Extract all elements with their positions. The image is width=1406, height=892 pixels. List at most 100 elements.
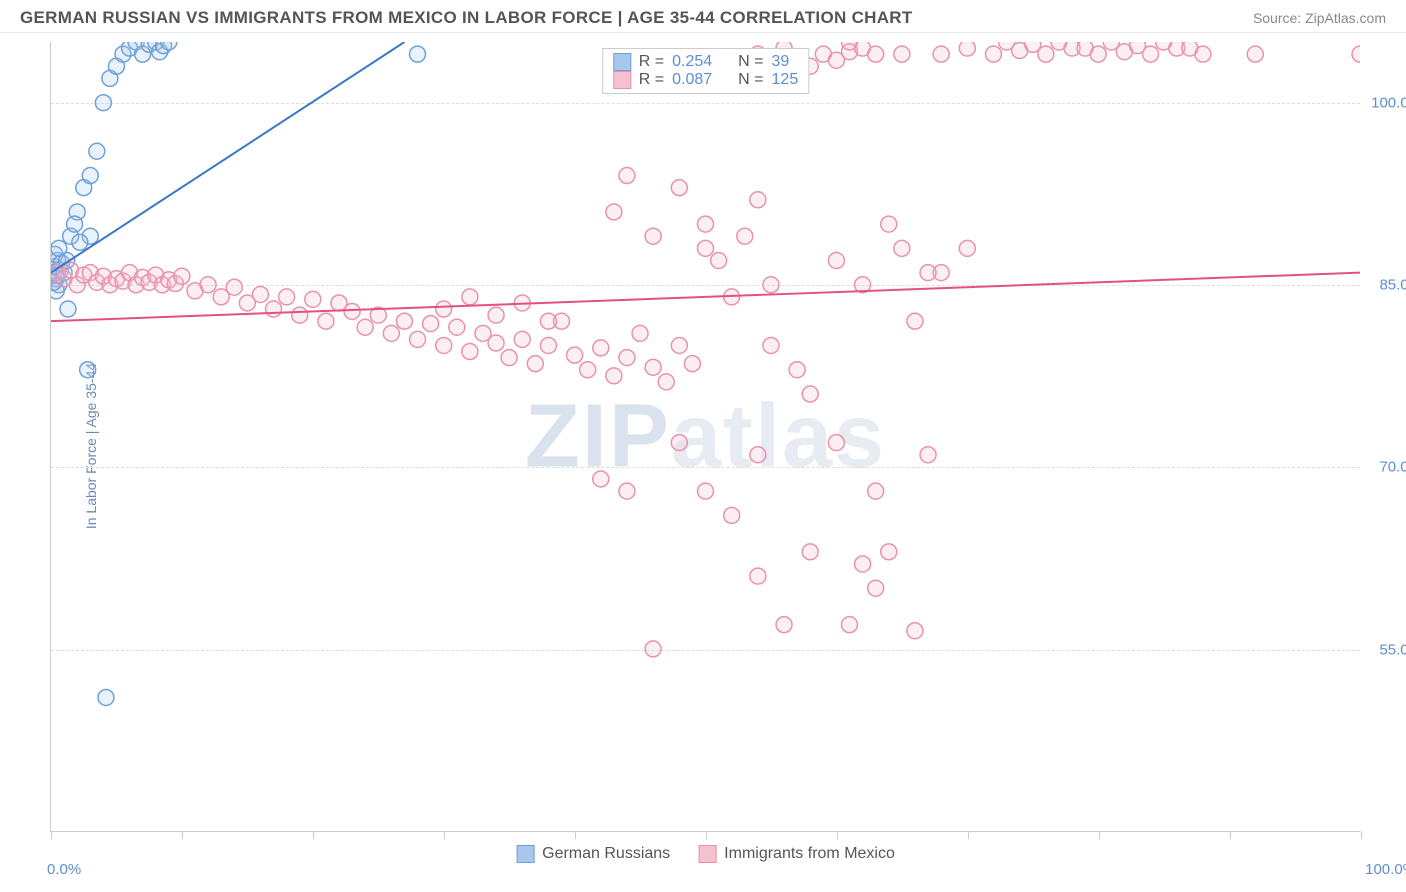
data-point — [593, 340, 609, 356]
x-tick — [51, 831, 52, 839]
data-point — [174, 268, 190, 284]
data-point — [868, 483, 884, 499]
y-tick-label: 55.0% — [1379, 641, 1406, 658]
data-point — [645, 228, 661, 244]
data-point — [383, 325, 399, 341]
data-point — [252, 286, 268, 302]
data-point — [593, 471, 609, 487]
data-point — [776, 617, 792, 633]
data-point — [985, 46, 1001, 62]
data-point — [279, 289, 295, 305]
x-tick — [313, 831, 314, 839]
data-point — [488, 335, 504, 351]
correlation-legend: R = 0.254 N = 39 R = 0.087 N = 125 — [602, 48, 809, 94]
r-label: R = — [639, 71, 664, 89]
chart-title: GERMAN RUSSIAN VS IMMIGRANTS FROM MEXICO… — [20, 8, 913, 28]
data-point — [894, 240, 910, 256]
x-tick-min: 0.0% — [47, 861, 81, 878]
data-point — [449, 319, 465, 335]
data-point — [907, 313, 923, 329]
data-point — [344, 303, 360, 319]
legend-row: R = 0.087 N = 125 — [613, 71, 798, 89]
data-point — [789, 362, 805, 378]
data-point — [72, 234, 88, 250]
data-point — [645, 641, 661, 657]
data-point — [959, 240, 975, 256]
data-point — [501, 350, 517, 366]
data-point — [841, 617, 857, 633]
data-point — [1129, 42, 1145, 54]
n-label: N = — [738, 53, 763, 71]
data-point — [292, 307, 308, 323]
x-tick-max: 100.0% — [1365, 861, 1406, 878]
data-point — [540, 337, 556, 353]
data-point — [540, 313, 556, 329]
data-point — [60, 301, 76, 317]
n-value: 125 — [772, 71, 799, 89]
data-point — [802, 386, 818, 402]
chart-header: GERMAN RUSSIAN VS IMMIGRANTS FROM MEXICO… — [0, 0, 1406, 33]
data-point — [357, 319, 373, 335]
data-point — [763, 277, 779, 293]
data-point — [305, 291, 321, 307]
data-point — [658, 374, 674, 390]
data-point — [606, 368, 622, 384]
data-point — [67, 216, 83, 232]
data-point — [828, 435, 844, 451]
data-point — [410, 46, 426, 62]
x-tick — [1099, 831, 1100, 839]
data-point — [698, 240, 714, 256]
data-point — [410, 331, 426, 347]
data-point — [737, 228, 753, 244]
data-point — [671, 337, 687, 353]
data-point — [396, 313, 412, 329]
r-value: 0.254 — [672, 53, 712, 71]
data-point — [881, 544, 897, 560]
n-label: N = — [738, 71, 763, 89]
data-point — [200, 277, 216, 293]
data-point — [318, 313, 334, 329]
data-point — [763, 337, 779, 353]
scatter-svg — [51, 42, 1360, 831]
data-point — [436, 301, 452, 317]
data-point — [1247, 46, 1263, 62]
legend-label: German Russians — [542, 845, 670, 863]
legend-label: Immigrants from Mexico — [724, 845, 895, 863]
data-point — [828, 253, 844, 269]
legend-swatch — [698, 845, 716, 863]
data-point — [89, 143, 105, 159]
x-tick — [444, 831, 445, 839]
data-point — [488, 307, 504, 323]
x-tick — [706, 831, 707, 839]
data-point — [645, 359, 661, 375]
data-point — [95, 95, 111, 111]
data-point — [907, 623, 923, 639]
x-tick — [1230, 831, 1231, 839]
data-point — [1025, 42, 1041, 52]
data-point — [514, 331, 530, 347]
data-point — [423, 316, 439, 332]
data-point — [698, 216, 714, 232]
data-point — [1182, 42, 1198, 56]
data-point — [1352, 46, 1360, 62]
x-tick — [837, 831, 838, 839]
x-tick — [968, 831, 969, 839]
data-point — [868, 580, 884, 596]
data-point — [894, 46, 910, 62]
x-tick — [1361, 831, 1362, 839]
data-point — [619, 168, 635, 184]
chart-plot-area: ZIPatlas 55.0%70.0%85.0%100.0% R = 0.254… — [50, 42, 1360, 832]
legend-row: R = 0.254 N = 39 — [613, 53, 798, 71]
data-point — [580, 362, 596, 378]
data-point — [266, 301, 282, 317]
data-point — [920, 447, 936, 463]
r-label: R = — [639, 53, 664, 71]
n-value: 39 — [772, 53, 790, 71]
data-point — [920, 265, 936, 281]
data-point — [750, 568, 766, 584]
data-point — [750, 192, 766, 208]
data-point — [750, 447, 766, 463]
data-point — [80, 362, 96, 378]
r-value: 0.087 — [672, 71, 712, 89]
data-point — [711, 253, 727, 269]
